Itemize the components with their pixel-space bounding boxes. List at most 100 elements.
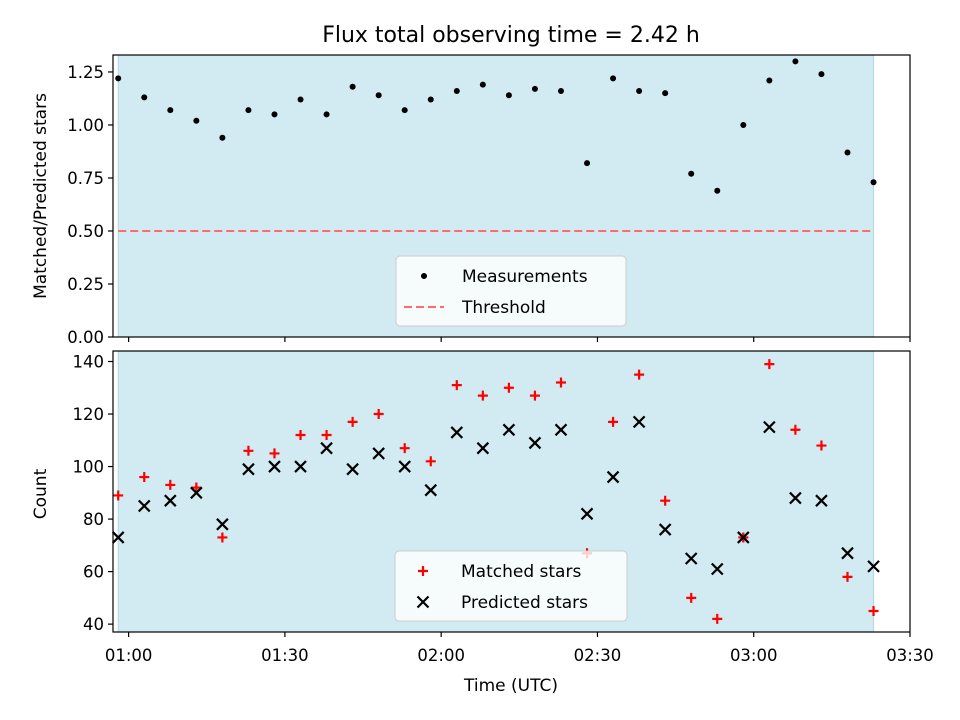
measurement-point bbox=[714, 187, 721, 194]
matched-star-point bbox=[347, 416, 358, 427]
matched-star-point bbox=[451, 380, 462, 391]
legend-label: Measurements bbox=[462, 267, 588, 287]
measurement-point bbox=[167, 107, 174, 114]
legend-box bbox=[394, 550, 628, 622]
matched-star-point bbox=[425, 456, 436, 467]
predicted-star-point bbox=[658, 523, 672, 536]
matched-star-point bbox=[243, 445, 254, 456]
y-tick-label: 140 bbox=[73, 353, 105, 372]
measurement-point bbox=[141, 94, 148, 101]
matched-star-point bbox=[660, 495, 671, 506]
legend: Matched stars Predicted stars bbox=[394, 550, 628, 622]
predicted-star-point bbox=[242, 462, 255, 476]
x-tick-label: 02:30 bbox=[574, 646, 622, 665]
measurement-point bbox=[401, 107, 408, 114]
predicted-star-point bbox=[554, 423, 568, 437]
y-tick-label: 0.00 bbox=[67, 328, 104, 347]
matched-star-point bbox=[503, 382, 514, 393]
predicted-star-point bbox=[320, 441, 333, 455]
predicted-star-point bbox=[763, 420, 776, 434]
legend-label: Threshold bbox=[461, 298, 546, 318]
measurement-point bbox=[584, 160, 591, 167]
measurement-point bbox=[453, 88, 460, 95]
ratio-y-axis-label: Matched/Predicted stars bbox=[31, 93, 51, 299]
y-tick-label: 0.25 bbox=[67, 275, 104, 294]
predicted-star-point bbox=[528, 436, 542, 450]
x-tick-label: 03:00 bbox=[730, 646, 778, 665]
predicted-star-point bbox=[190, 486, 203, 500]
measurement-point bbox=[245, 107, 252, 114]
predicted-star-point bbox=[710, 562, 724, 576]
measurement-point bbox=[323, 111, 330, 118]
predicted-star-point bbox=[294, 460, 307, 473]
measurement-point bbox=[818, 71, 825, 78]
matched-star-point bbox=[295, 430, 306, 441]
y-tick-label: 60 bbox=[83, 563, 104, 582]
legend-label: Predicted stars bbox=[461, 593, 588, 613]
matched-star-point bbox=[712, 613, 723, 624]
measurement-point bbox=[844, 149, 851, 156]
predicted-star-point bbox=[372, 447, 385, 460]
matched-star-point bbox=[764, 359, 775, 370]
predicted-star-point bbox=[580, 507, 594, 521]
measurement-point bbox=[375, 92, 382, 99]
y-tick-label: 0.75 bbox=[67, 169, 104, 188]
axes-frame bbox=[112, 350, 911, 633]
matched-star-point bbox=[217, 532, 228, 543]
predicted-star-point bbox=[841, 546, 854, 560]
y-tick-label: 0.50 bbox=[67, 222, 104, 241]
measurement-point bbox=[193, 117, 200, 124]
matched-star-point bbox=[816, 440, 827, 451]
legend: Measurements Threshold bbox=[395, 255, 627, 327]
predicted-star-point bbox=[346, 462, 359, 476]
measurement-point bbox=[792, 58, 799, 65]
measurement-point bbox=[557, 88, 564, 95]
predicted-star-point bbox=[502, 423, 516, 437]
matched-star-point bbox=[165, 479, 176, 490]
measurement-point bbox=[662, 90, 669, 97]
measurement-point bbox=[271, 111, 278, 118]
measurement-point bbox=[870, 179, 877, 186]
predicted-star-point bbox=[424, 483, 438, 497]
matched-star-point bbox=[608, 416, 619, 427]
predicted-star-point bbox=[111, 531, 125, 544]
matched-star-point bbox=[842, 571, 853, 582]
matched-star-point bbox=[634, 369, 645, 380]
predicted-star-point bbox=[137, 499, 151, 513]
measurement-point bbox=[740, 121, 747, 128]
y-tick-label: 100 bbox=[73, 458, 105, 477]
matched-star-point bbox=[321, 430, 332, 441]
x-axis-label: Time (UTC) bbox=[463, 676, 558, 696]
count-y-axis-label: Count bbox=[31, 468, 51, 519]
matched-star-point bbox=[191, 482, 202, 493]
measurement-point bbox=[297, 96, 304, 103]
x-tick-label: 01:00 bbox=[105, 646, 153, 665]
axes-frame bbox=[112, 54, 911, 338]
measurement-point bbox=[688, 170, 695, 177]
legend-box bbox=[395, 255, 627, 327]
x-tick-label: 02:00 bbox=[417, 646, 465, 665]
legend-plus-icon bbox=[418, 566, 428, 576]
matched-star-point bbox=[686, 592, 697, 603]
predicted-star-point bbox=[216, 518, 229, 531]
x-tick-label: 01:30 bbox=[261, 646, 309, 665]
measurement-point bbox=[610, 75, 617, 82]
y-tick-label: 80 bbox=[83, 510, 104, 529]
measurement-point bbox=[505, 92, 512, 99]
predicted-star-point bbox=[476, 441, 490, 455]
y-tick-label: 120 bbox=[73, 405, 105, 424]
predicted-star-point bbox=[450, 426, 464, 439]
measurement-point bbox=[479, 81, 486, 88]
matched-star-point bbox=[868, 605, 879, 616]
matched-star-point bbox=[113, 490, 124, 501]
x-tick-label: 03:30 bbox=[886, 646, 934, 665]
y-tick-label: 40 bbox=[83, 615, 104, 634]
predicted-star-point bbox=[606, 470, 620, 484]
predicted-star-point bbox=[789, 491, 802, 505]
matched-star-point bbox=[269, 448, 280, 459]
legend-x-icon bbox=[416, 595, 430, 609]
predicted-star-point bbox=[268, 460, 281, 473]
predicted-star-point bbox=[164, 494, 177, 507]
predicted-star-point bbox=[815, 494, 828, 507]
